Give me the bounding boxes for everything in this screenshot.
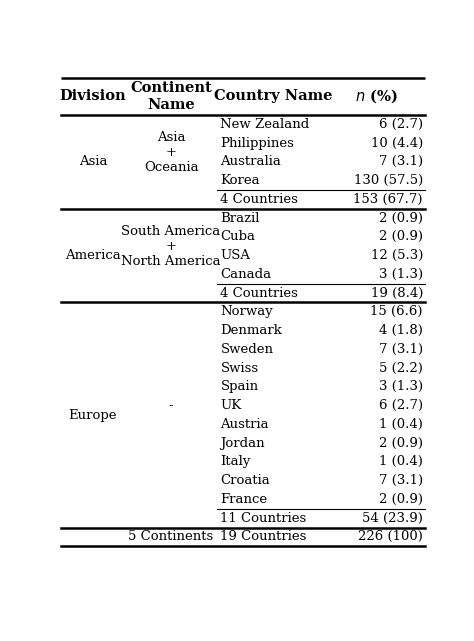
- Text: 54 (23.9): 54 (23.9): [362, 512, 423, 525]
- Text: 4 Countries: 4 Countries: [220, 193, 298, 206]
- Text: Continent
Name: Continent Name: [130, 81, 212, 112]
- Text: Korea: Korea: [220, 174, 260, 187]
- Text: Division: Division: [60, 89, 126, 103]
- Text: 19 Countries: 19 Countries: [220, 530, 307, 544]
- Text: 226 (100): 226 (100): [358, 530, 423, 544]
- Text: New Zealand: New Zealand: [220, 118, 310, 131]
- Text: 2 (0.9): 2 (0.9): [379, 230, 423, 244]
- Text: 5 Continents: 5 Continents: [128, 530, 214, 544]
- Text: Croatia: Croatia: [220, 474, 270, 487]
- Text: Jordan: Jordan: [220, 437, 265, 449]
- Text: Sweden: Sweden: [220, 343, 273, 356]
- Text: Brazil: Brazil: [220, 212, 260, 224]
- Text: Asia
+
Oceania: Asia + Oceania: [144, 131, 199, 174]
- Text: USA: USA: [220, 249, 250, 262]
- Text: Europe: Europe: [69, 408, 117, 422]
- Text: 7 (3.1): 7 (3.1): [379, 343, 423, 356]
- Text: 10 (4.4): 10 (4.4): [371, 137, 423, 149]
- Text: 2 (0.9): 2 (0.9): [379, 493, 423, 506]
- Text: 3 (1.3): 3 (1.3): [379, 380, 423, 394]
- Text: $n$ (%): $n$ (%): [355, 88, 398, 105]
- Text: France: France: [220, 493, 267, 506]
- Text: Philippines: Philippines: [220, 137, 294, 149]
- Text: UK: UK: [220, 399, 242, 412]
- Text: Australia: Australia: [220, 155, 281, 169]
- Text: 19 (8.4): 19 (8.4): [371, 287, 423, 299]
- Text: Italy: Italy: [220, 455, 251, 469]
- Text: Canada: Canada: [220, 268, 272, 281]
- Text: Spain: Spain: [220, 380, 258, 394]
- Text: 130 (57.5): 130 (57.5): [354, 174, 423, 187]
- Text: 7 (3.1): 7 (3.1): [379, 474, 423, 487]
- Text: Cuba: Cuba: [220, 230, 255, 244]
- Text: Austria: Austria: [220, 418, 269, 431]
- Text: 6 (2.7): 6 (2.7): [379, 399, 423, 412]
- Text: 2 (0.9): 2 (0.9): [379, 437, 423, 449]
- Text: South America
+
North America: South America + North America: [121, 225, 221, 268]
- Text: Denmark: Denmark: [220, 324, 282, 337]
- Text: America: America: [65, 249, 121, 262]
- Text: Swiss: Swiss: [220, 362, 258, 374]
- Text: 4 Countries: 4 Countries: [220, 287, 298, 299]
- Text: Asia: Asia: [79, 155, 107, 169]
- Text: 1 (0.4): 1 (0.4): [379, 418, 423, 431]
- Text: 2 (0.9): 2 (0.9): [379, 212, 423, 224]
- Text: Norway: Norway: [220, 305, 273, 319]
- Text: 3 (1.3): 3 (1.3): [379, 268, 423, 281]
- Text: 5 (2.2): 5 (2.2): [379, 362, 423, 374]
- Text: 7 (3.1): 7 (3.1): [379, 155, 423, 169]
- Text: -: -: [169, 399, 173, 412]
- Text: 1 (0.4): 1 (0.4): [379, 455, 423, 469]
- Text: 12 (5.3): 12 (5.3): [371, 249, 423, 262]
- Text: Country Name: Country Name: [214, 89, 332, 103]
- Text: 15 (6.6): 15 (6.6): [370, 305, 423, 319]
- Text: 6 (2.7): 6 (2.7): [379, 118, 423, 131]
- Text: 4 (1.8): 4 (1.8): [379, 324, 423, 337]
- Text: 11 Countries: 11 Countries: [220, 512, 307, 525]
- Text: 153 (67.7): 153 (67.7): [354, 193, 423, 206]
